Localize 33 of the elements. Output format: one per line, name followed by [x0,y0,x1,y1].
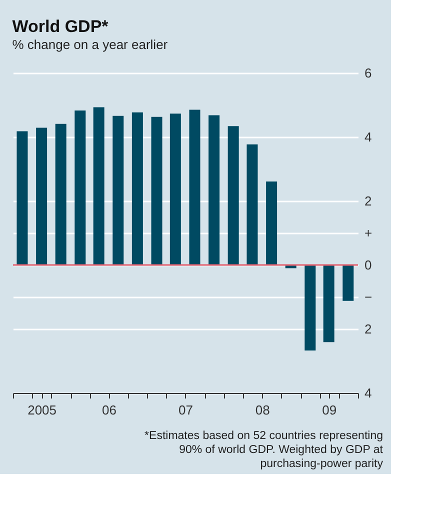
bar [246,144,258,265]
bar [16,131,28,265]
bar [74,110,86,265]
x-tick-label: 2005 [28,402,56,418]
bar [266,181,278,265]
y-tick-label: 0 [364,258,372,272]
bar [208,115,220,265]
x-tick-label: 09 [322,402,337,418]
bar [304,265,316,350]
bar [189,110,200,265]
bar [342,265,354,301]
y-tick-label: 2 [364,322,372,336]
chart-title: World GDP* [12,17,109,36]
y-tick-label: − [364,290,372,304]
bar [132,112,143,265]
bar [170,114,181,265]
bar [228,126,239,265]
bar [151,116,162,265]
y-tick-label: 6 [364,66,372,80]
text: *Estimates based on 52 countries representing 90% of world GDP. Weighted by GDP at purchasing-power parity [144,430,384,470]
y-tick-label: 2 [364,194,372,208]
x-tick-label: 08 [255,402,270,418]
bar [93,107,104,265]
bar [36,128,48,265]
chart-subtitle: % change on a year earlier [12,37,168,52]
bar [323,265,334,342]
x-tick-label: 07 [178,402,194,418]
bar [55,124,66,265]
bar [112,116,124,265]
y-tick-label: + [364,226,372,240]
y-tick-label: 4 [364,386,372,400]
y-tick-label: 4 [364,130,372,144]
x-tick-label: 06 [102,402,116,418]
